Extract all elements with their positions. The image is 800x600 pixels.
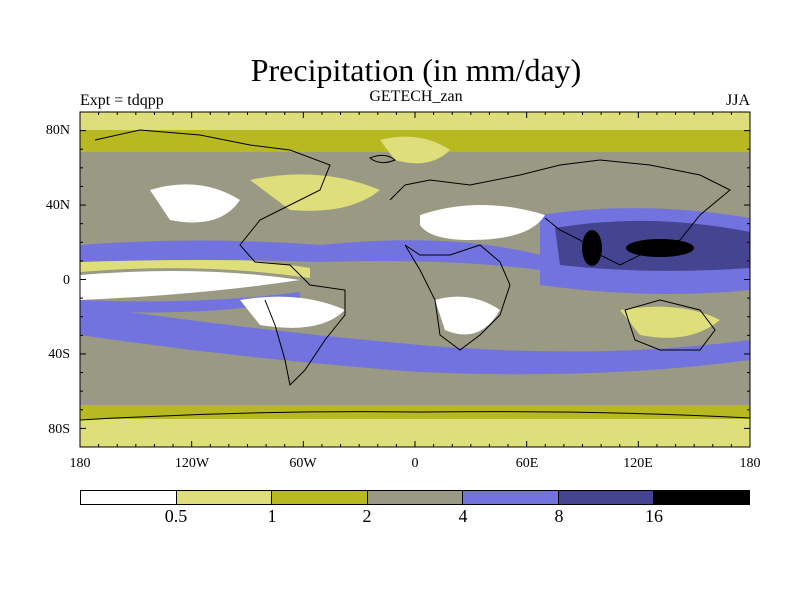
coastlines	[80, 129, 750, 421]
colorbar-segment	[272, 491, 368, 504]
axis-ticks	[79, 111, 751, 448]
y-tick-40s: 40S	[48, 347, 70, 362]
experiment-label: Expt = tdqpp	[80, 92, 164, 109]
colorbar-segment	[654, 491, 750, 504]
colorbar-segment	[558, 491, 655, 504]
map-fields	[80, 112, 750, 447]
x-tick-180e: 180	[739, 456, 761, 471]
x-tick-60w: 60W	[289, 456, 317, 471]
season-label: JJA	[725, 92, 750, 109]
x-tick-60e: 60E	[515, 456, 539, 471]
colorbar-segment	[463, 491, 559, 504]
page-subtitle: GETECH_zan	[369, 88, 463, 105]
colorbar-label-4: 4	[458, 506, 468, 526]
y-tick-80s: 80S	[48, 422, 70, 437]
colorbar	[80, 490, 750, 505]
colorbar-label-8: 8	[554, 506, 564, 526]
colorbar-segment	[176, 491, 273, 504]
colorbar-label-16: 16	[645, 506, 663, 526]
x-tick-120e: 120E	[623, 456, 653, 471]
x-tick-120w: 120W	[174, 456, 210, 471]
colorbar-segment	[81, 491, 177, 504]
y-tick-80n: 80N	[45, 123, 70, 138]
colorbar-segment	[367, 491, 464, 504]
x-tick-180w: 180	[69, 456, 91, 471]
page-title: Precipitation (in mm/day)	[250, 52, 582, 88]
y-tick-equator: 0	[63, 273, 70, 288]
y-tick-40n: 40N	[45, 198, 70, 213]
colorbar-label-0-5: 0.5	[164, 506, 188, 526]
colorbar-label-2: 2	[362, 506, 372, 526]
colorbar-label-1: 1	[267, 506, 277, 526]
x-tick-0: 0	[411, 456, 419, 471]
